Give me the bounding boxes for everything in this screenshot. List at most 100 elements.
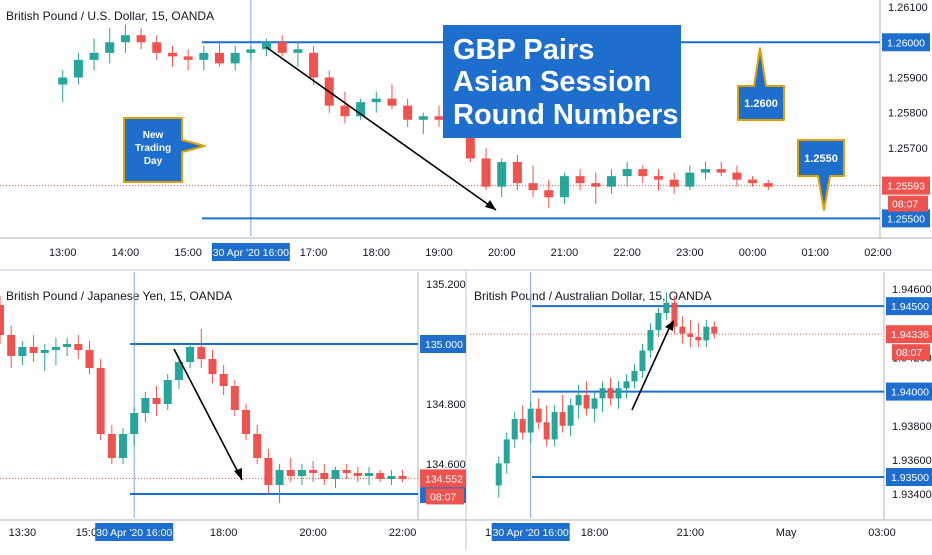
candle-4 <box>40 344 49 371</box>
candle-5 <box>136 28 146 50</box>
candle-23 <box>418 112 428 134</box>
countdown-label: 08:07 <box>896 347 922 359</box>
candle-body <box>242 410 251 434</box>
candle-3 <box>105 28 115 64</box>
candle-5 <box>535 398 542 430</box>
candle-23 <box>253 425 262 464</box>
candle-body <box>89 52 99 60</box>
candle-body <box>511 418 518 440</box>
candle-11 <box>119 428 128 464</box>
candle-body <box>559 412 566 426</box>
candle-body <box>544 190 554 198</box>
candle-body <box>687 333 694 337</box>
candle-body <box>215 52 224 64</box>
candle-body <box>575 395 582 406</box>
candle-40 <box>685 165 695 191</box>
gbpaud-title: British Pound / Australian Dollar, 15, O… <box>474 289 711 303</box>
x-tick-label-9: 22:00 <box>613 247 641 259</box>
candle-26 <box>286 458 295 482</box>
y-tick-label-1: 1.25900 <box>888 72 928 84</box>
candle-body <box>703 326 710 341</box>
candle-17 <box>186 344 195 368</box>
candle-body <box>528 183 538 191</box>
candle-body <box>320 473 329 479</box>
candle-43 <box>732 165 742 187</box>
candle-0 <box>495 456 502 498</box>
candle-body <box>286 470 295 476</box>
countdown-flag <box>888 195 928 212</box>
gbpusd-x-ticks: 13:0014:0015:0016:0017:0018:0019:0020:00… <box>49 243 892 261</box>
candle-29 <box>320 464 329 485</box>
level-low-callout-label: 1.2550 <box>804 153 838 165</box>
candle-6 <box>152 35 162 60</box>
level-flag-label-0: 135.000 <box>425 339 463 351</box>
last-price-label: 1.94336 <box>891 329 929 341</box>
candle-30 <box>331 467 340 488</box>
x-tick-label-3: 21:00 <box>677 527 705 539</box>
candle-body <box>51 347 60 350</box>
x-tick-label-7: 20:00 <box>488 247 516 259</box>
candle-body <box>503 439 510 464</box>
candle-22 <box>403 98 413 127</box>
candle-body <box>685 172 695 187</box>
session-date-label: 30 Apr '20 16:00 <box>96 527 172 539</box>
gbpaud-levels <box>532 305 884 478</box>
candle-32 <box>353 467 362 482</box>
candle-24 <box>434 105 444 127</box>
gbpusd-trend-arrow-head <box>485 200 496 210</box>
new-day-callout-line-1: New <box>143 130 164 141</box>
level-flag-label-0: 1.94500 <box>891 301 929 313</box>
candle-body <box>58 77 68 85</box>
candle-body <box>277 42 287 53</box>
countdown-flag <box>892 344 930 361</box>
candle-body <box>356 102 366 117</box>
candle-body <box>387 98 397 106</box>
candle-body <box>105 42 115 53</box>
level-flag-label-2: 1.93500 <box>891 472 929 484</box>
candle-10 <box>107 425 116 464</box>
candle-10 <box>215 42 224 67</box>
gbpaud-candles <box>495 292 718 498</box>
x-tick-label-8: 21:00 <box>551 247 579 259</box>
candle-24 <box>264 449 273 494</box>
candle-4 <box>527 401 534 443</box>
candle-22 <box>242 404 251 440</box>
candle-9 <box>199 45 209 71</box>
y-tick-label-0: 135.200 <box>426 279 466 291</box>
x-tick-label-6: 19:00 <box>425 247 453 259</box>
candle-19 <box>208 350 217 383</box>
candle-body <box>748 179 758 184</box>
candle-body <box>219 374 228 386</box>
gbpusd-price-flags: 1.26000 1.25500 1.25593 08:07 <box>882 33 930 228</box>
candle-13 <box>141 392 150 422</box>
candle-33 <box>365 467 374 485</box>
candle-body <box>174 362 183 380</box>
candle-body <box>465 130 475 159</box>
candle-body <box>638 169 648 177</box>
gbpusd-trend-arrow <box>265 46 497 211</box>
candle-body <box>481 158 491 187</box>
candle-35 <box>387 470 396 485</box>
x-tick-label-2: 15:00 <box>174 247 202 259</box>
candle-42 <box>716 162 726 177</box>
candle-15 <box>615 381 622 409</box>
candle-3 <box>29 335 38 362</box>
countdown-flag <box>426 488 464 505</box>
y-tick-label-4: 1.93400 <box>892 489 932 501</box>
x-tick-label-5: 18:00 <box>363 247 391 259</box>
candle-14 <box>607 377 614 406</box>
last-price-flag <box>882 176 930 195</box>
candle-body <box>40 350 49 353</box>
candle-36 <box>622 162 632 187</box>
candle-11 <box>230 45 240 71</box>
countdown-label: 08:07 <box>430 491 456 503</box>
candle-10 <box>575 384 582 419</box>
candle-1 <box>503 432 510 474</box>
candle-29 <box>512 154 522 191</box>
level-flag-label-1: 1.25500 <box>887 213 925 225</box>
candle-body <box>559 176 569 198</box>
candle-body <box>183 56 193 60</box>
candle-3 <box>519 405 526 440</box>
headline-line-1: GBP Pairs <box>453 34 594 66</box>
